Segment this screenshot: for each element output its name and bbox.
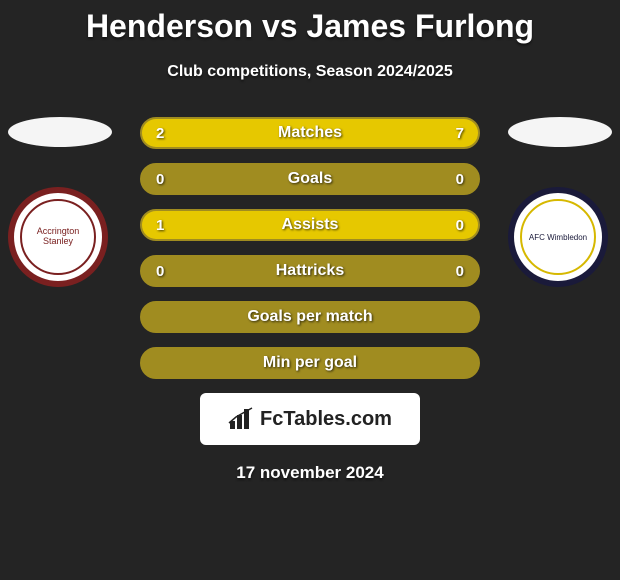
left-club-badge: Accrington Stanley — [8, 187, 108, 287]
right-club-badge-text: AFC Wimbledon — [520, 199, 596, 275]
stat-label: Hattricks — [142, 257, 478, 285]
brand-chart-icon — [228, 407, 256, 431]
right-player-col: AFC Wimbledon — [508, 117, 612, 287]
stat-label: Goals — [142, 165, 478, 193]
stat-label: Matches — [142, 119, 478, 147]
stat-bar: 00Hattricks — [140, 255, 480, 287]
right-player-avatar-placeholder — [508, 117, 612, 147]
stat-bar: 00Goals — [140, 163, 480, 195]
comparison-bars: 27Matches 00Goals 10Assists 00Hattricks Goal… — [140, 117, 480, 379]
right-club-badge: AFC Wimbledon — [508, 187, 608, 287]
stat-label: Assists — [142, 211, 478, 239]
stat-label: Goals per match — [142, 303, 478, 331]
stat-bar: Min per goal — [140, 347, 480, 379]
right-club-name: AFC Wimbledon — [529, 233, 587, 242]
subtitle: Club competitions, Season 2024/2025 — [0, 63, 620, 81]
brand-box: FcTables.com — [200, 393, 420, 445]
comparison-content: Accrington Stanley AFC Wimbledon 27Match… — [0, 117, 620, 483]
brand-text: FcTables.com — [260, 408, 392, 431]
date-label: 17 november 2024 — [0, 463, 620, 483]
stat-bar: Goals per match — [140, 301, 480, 333]
stat-bar: 10Assists — [140, 209, 480, 241]
stat-label: Min per goal — [142, 349, 478, 377]
left-club-badge-text: Accrington Stanley — [20, 199, 96, 275]
left-player-col: Accrington Stanley — [8, 117, 112, 287]
left-club-name: Accrington Stanley — [22, 227, 94, 247]
page-title: Henderson vs James Furlong — [0, 0, 620, 45]
stat-bar: 27Matches — [140, 117, 480, 149]
left-player-avatar-placeholder — [8, 117, 112, 147]
